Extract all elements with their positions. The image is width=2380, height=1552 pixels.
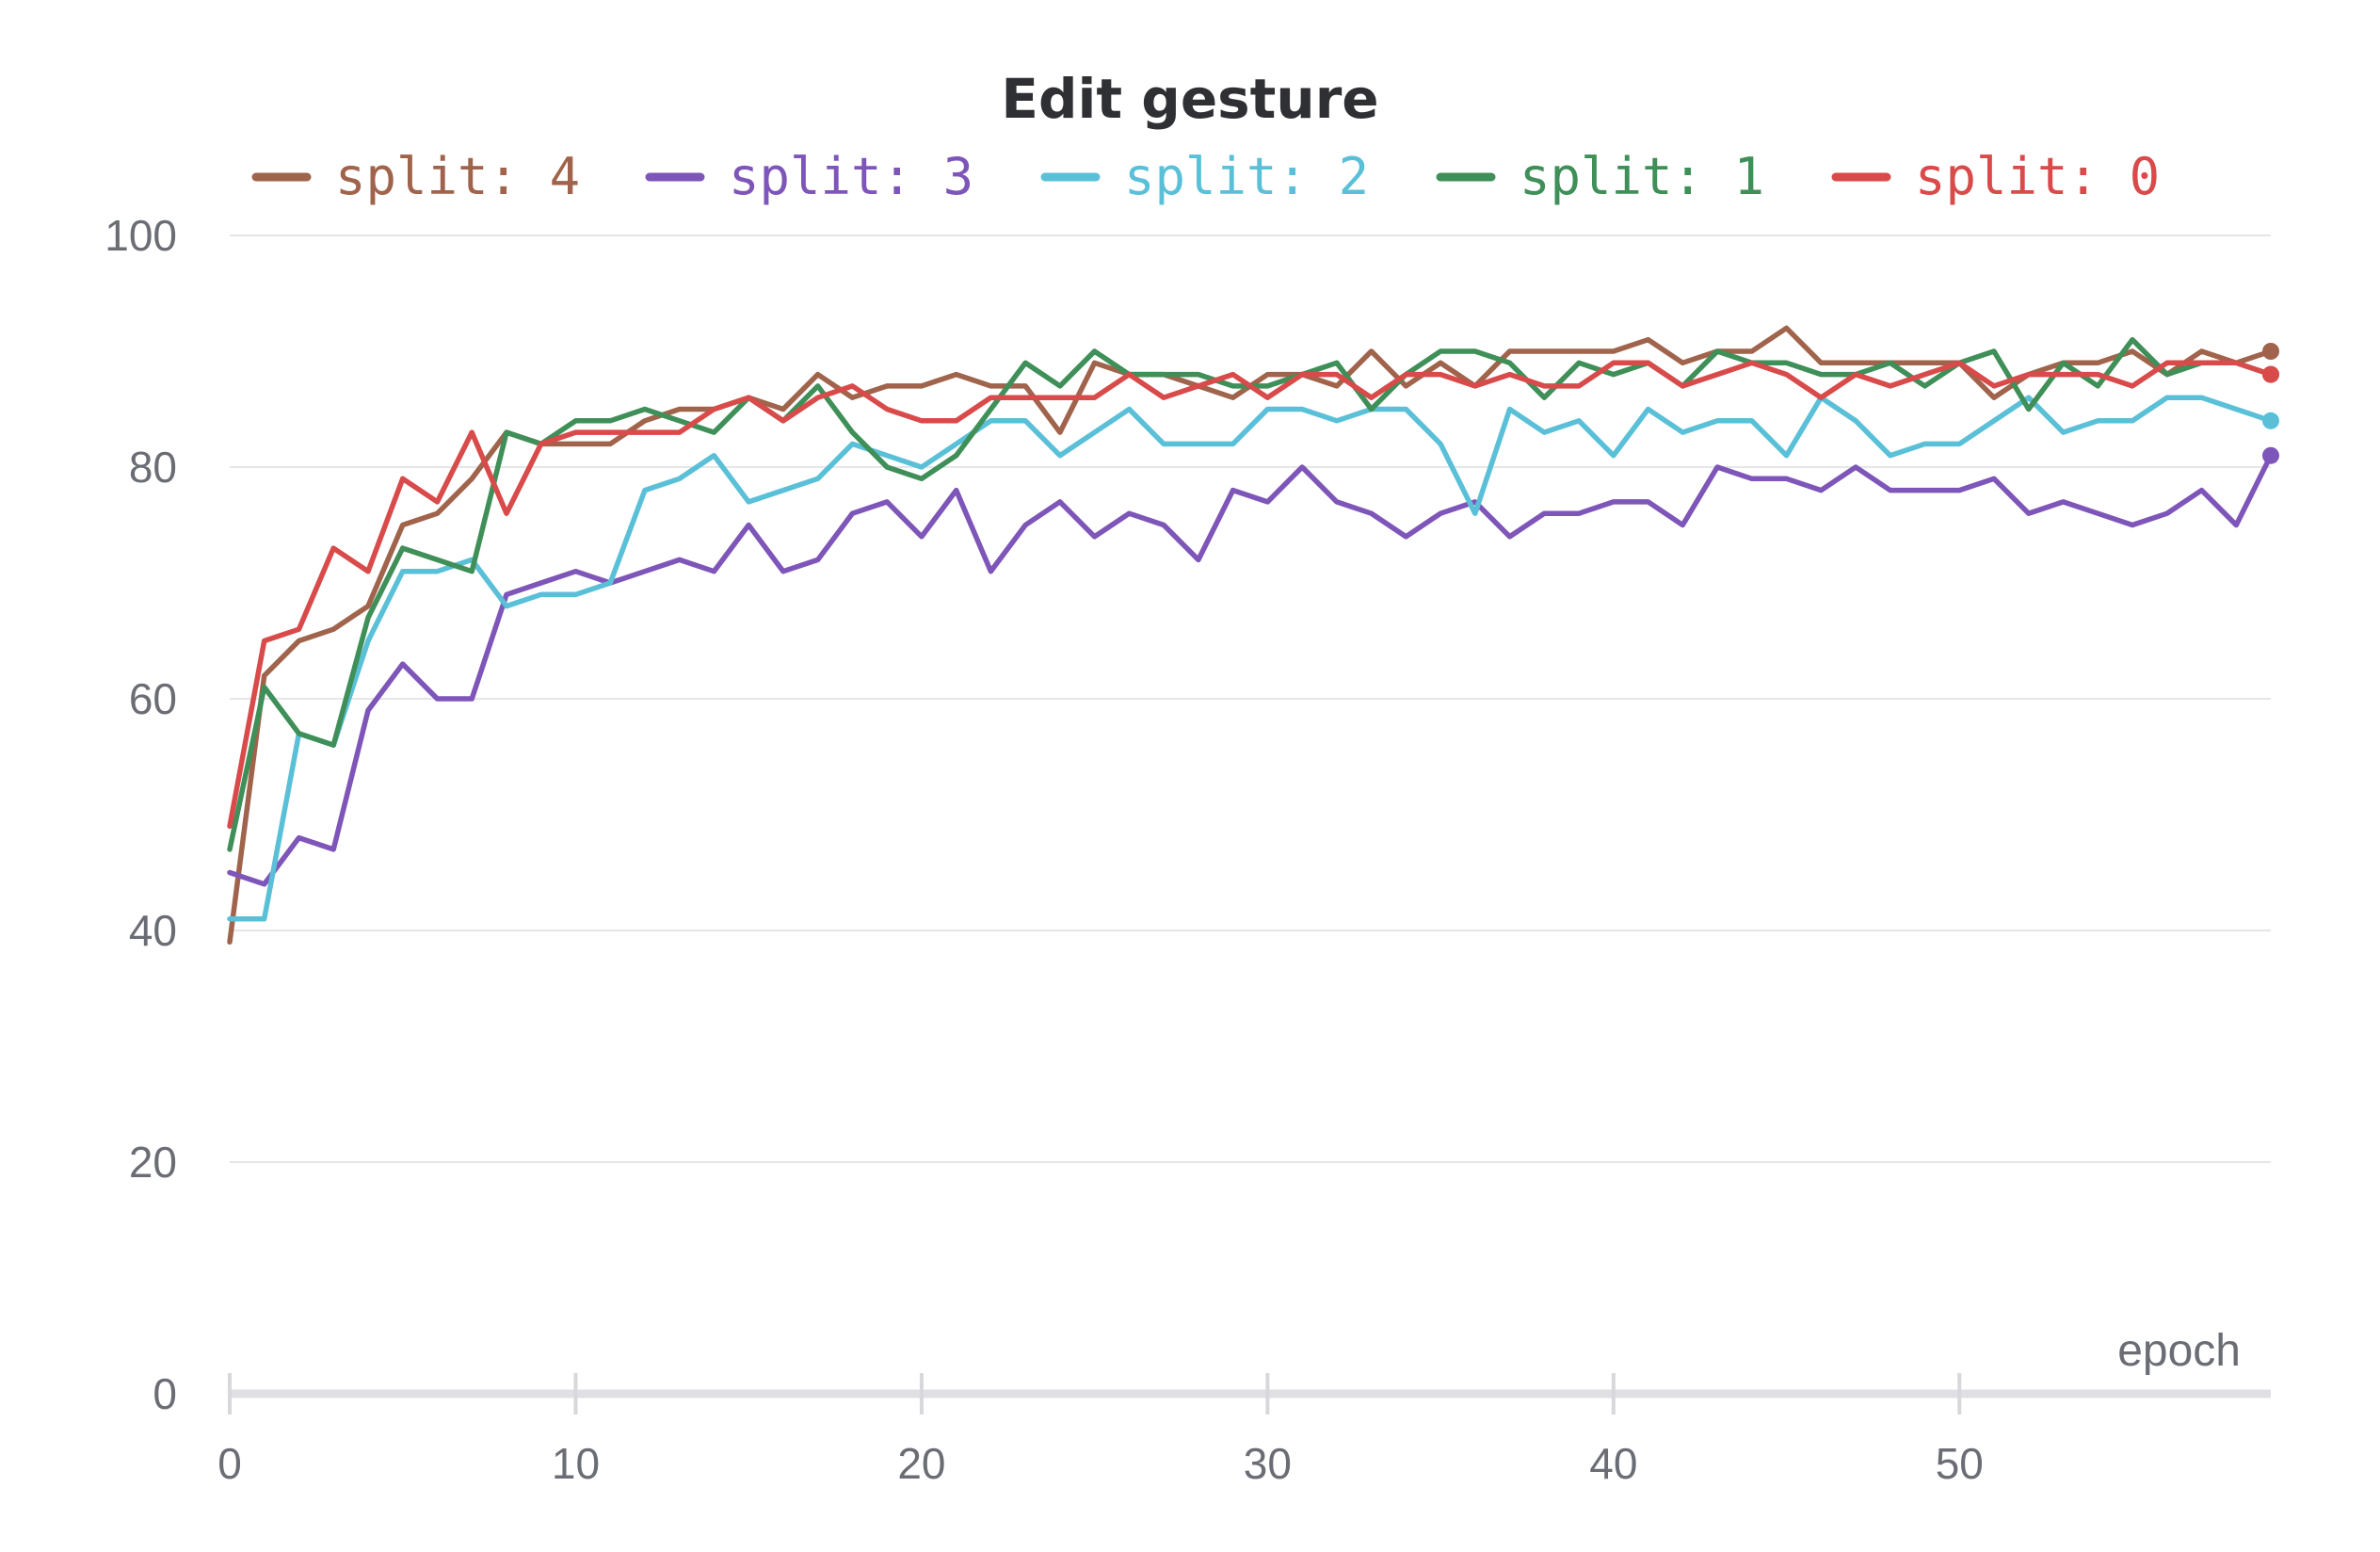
y-tick-label: 100	[105, 211, 177, 260]
series-line-1	[227, 452, 2274, 887]
y-axis: 0 20 40 60 80 100	[105, 211, 177, 1418]
chart-title: Edit gesture	[1001, 67, 1378, 131]
series-end-point-1	[2262, 446, 2279, 464]
x-tick-label: 50	[1936, 1439, 1984, 1488]
x-tick-label: 30	[1244, 1439, 1292, 1488]
legend-label-3: split: 1	[1520, 147, 1764, 206]
series-end-point-0	[2262, 343, 2279, 360]
x-axis-label: epoch	[2117, 1326, 2241, 1376]
legend: split: 4 split: 3 split: 2 split: 1 split: 0	[251, 147, 2160, 206]
grid-lines	[230, 234, 2271, 1163]
series-line-4	[227, 360, 2274, 830]
legend-label-1: split: 3	[729, 147, 973, 206]
series-line-0	[227, 325, 2274, 946]
y-tick-label: 20	[129, 1138, 177, 1187]
x-tick-label: 0	[217, 1439, 242, 1488]
x-tick-label: 10	[552, 1439, 600, 1488]
series-end-point-4	[2262, 365, 2279, 383]
y-tick-label: 80	[129, 443, 177, 492]
y-tick-label: 60	[129, 674, 177, 723]
legend-label-0: split: 4	[335, 147, 580, 206]
series-end-point-2	[2262, 412, 2279, 429]
series-line-2	[227, 395, 2274, 922]
x-axis: 0 10 20 30 40 50	[217, 1373, 2271, 1488]
legend-label-2: split: 2	[1124, 147, 1369, 206]
x-tick-label: 40	[1589, 1439, 1637, 1488]
x-tick-label: 20	[897, 1439, 945, 1488]
y-tick-label: 0	[153, 1369, 177, 1418]
y-tick-label: 40	[129, 906, 177, 955]
legend-label-4: split: 0	[1915, 147, 2160, 206]
series-group	[227, 325, 2279, 946]
